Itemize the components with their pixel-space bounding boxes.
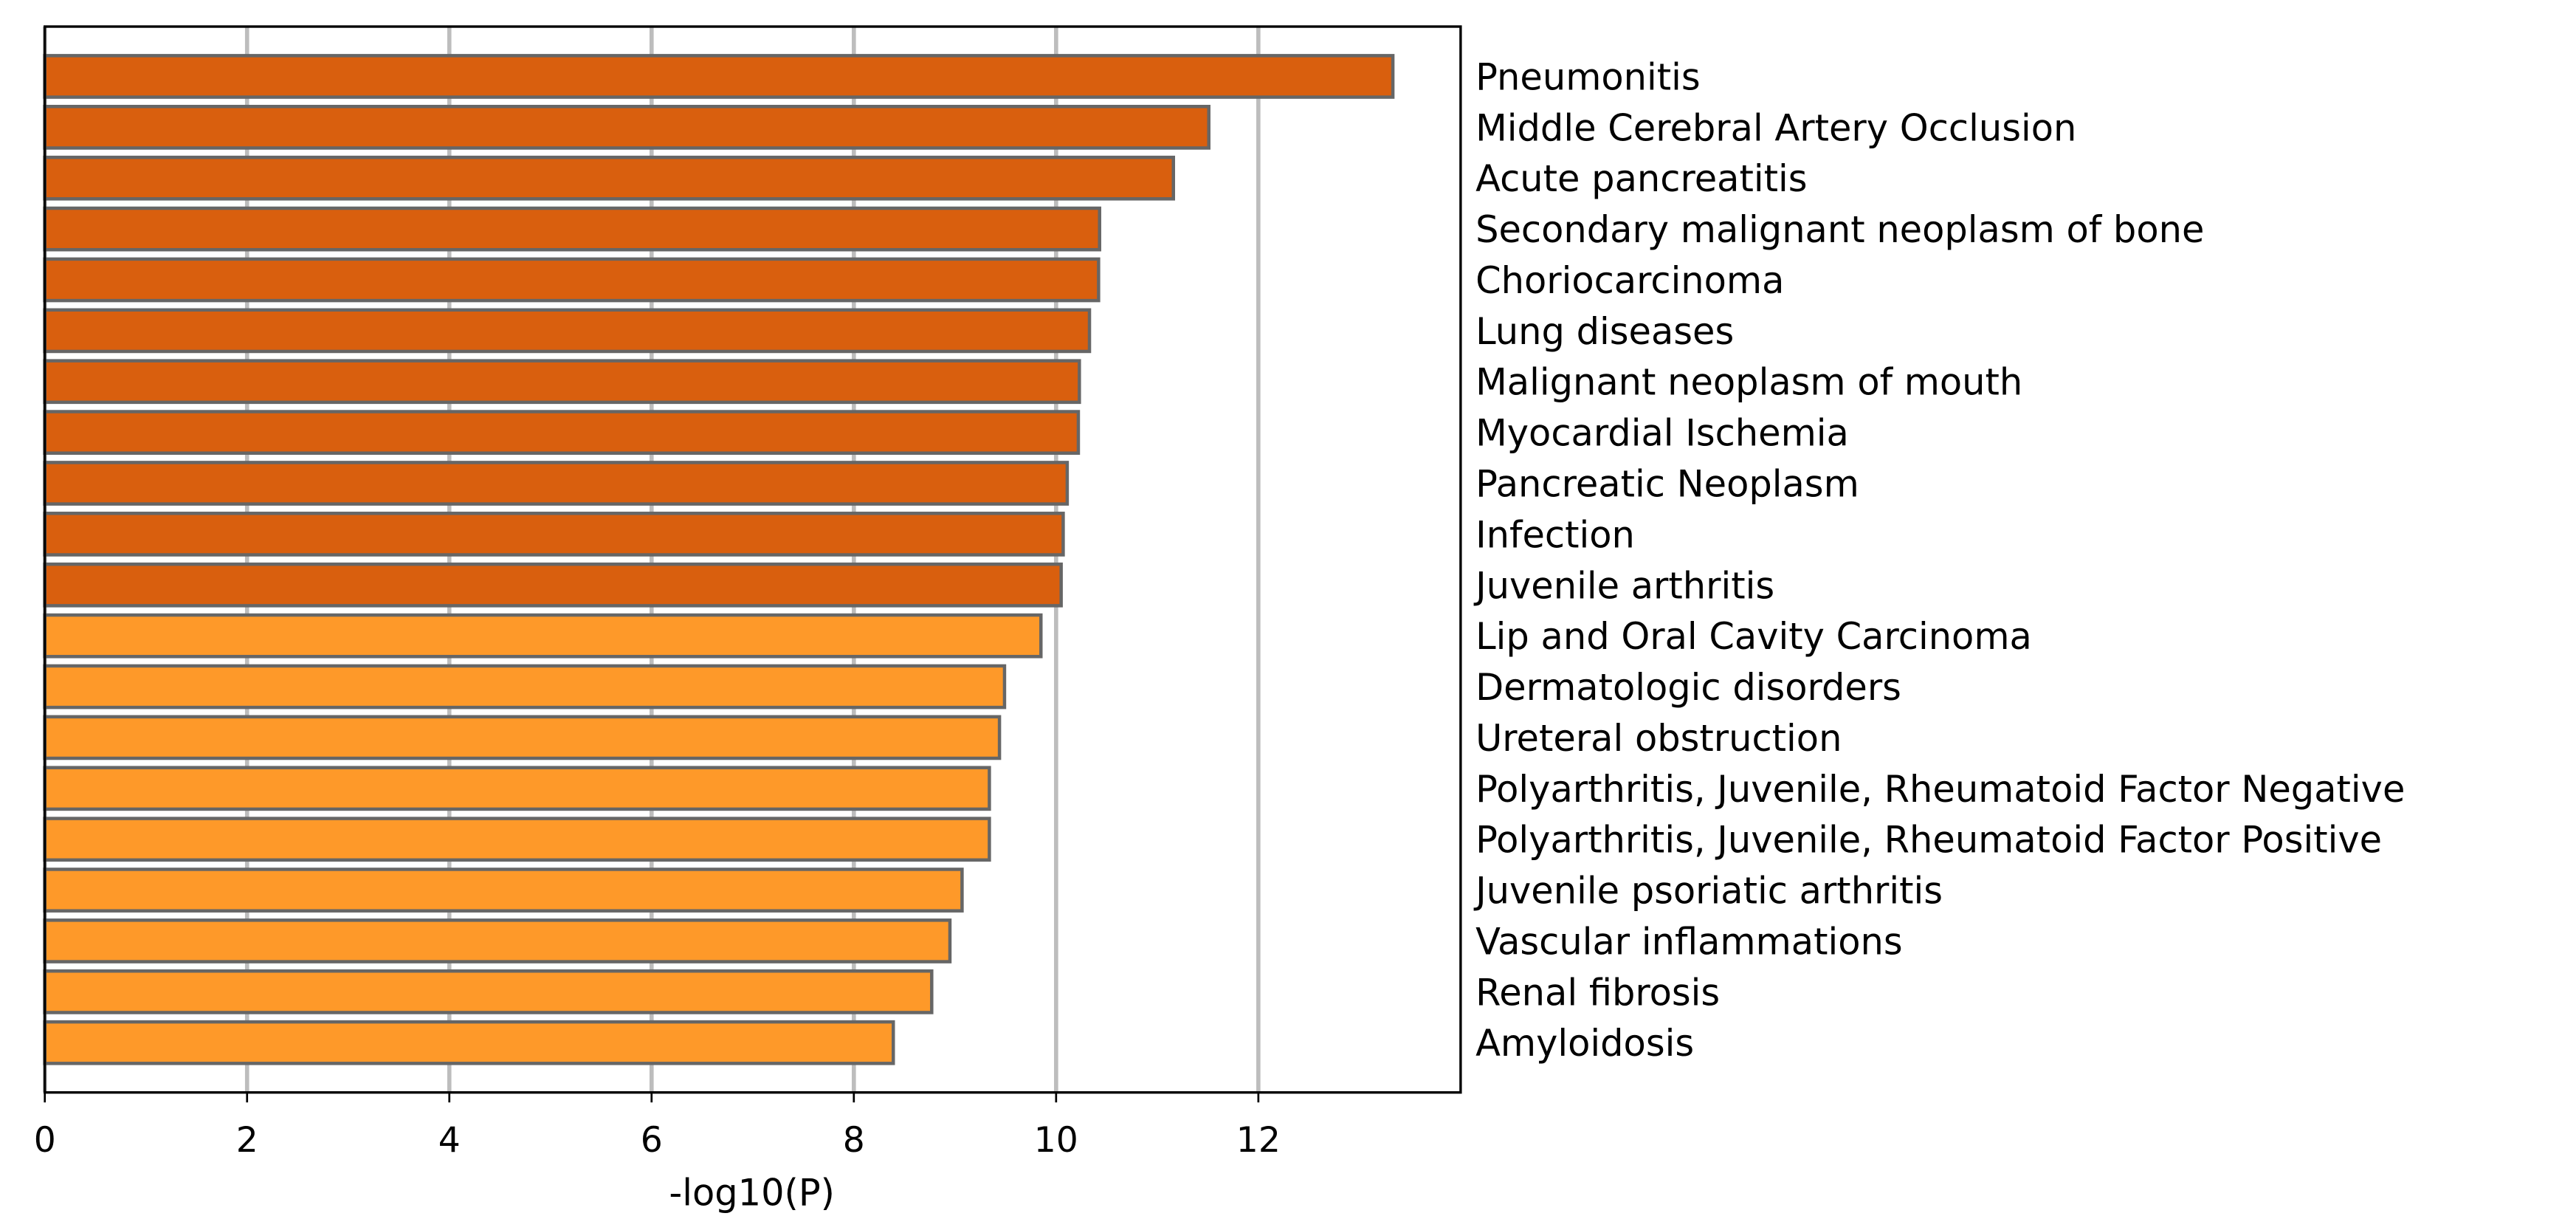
x-tick-label: 10: [1034, 1120, 1078, 1161]
bar: [43, 613, 1043, 659]
category-label: Ureteral obstruction: [1475, 717, 1842, 760]
bar: [43, 155, 1176, 201]
category-label: Acute pancreatitis: [1475, 157, 1807, 200]
category-label: Middle Cerebral Artery Occlusion: [1475, 106, 2076, 149]
category-label: Lung diseases: [1475, 310, 1734, 353]
bar: [43, 664, 1007, 710]
category-label: Choriocarcinoma: [1475, 259, 1784, 302]
bar: [43, 868, 964, 913]
plot-frame: [44, 25, 1462, 1094]
category-label: Myocardial Ischemia: [1475, 412, 1849, 455]
category-label: Malignant neoplasm of mouth: [1475, 361, 2022, 404]
bar: [43, 257, 1101, 303]
bar: [43, 562, 1063, 608]
bar: [43, 461, 1070, 506]
bar: [43, 969, 934, 1014]
category-label: Amyloidosis: [1475, 1022, 1694, 1065]
bar: [43, 817, 991, 862]
category-label: Lip and Oral Cavity Carcinoma: [1475, 615, 2032, 658]
x-tick-label: 6: [641, 1120, 663, 1161]
bar: [43, 512, 1065, 557]
x-tick-label: 12: [1236, 1120, 1281, 1161]
bar: [43, 410, 1081, 455]
category-label: Polyarthritis, Juvenile, Rheumatoid Fact…: [1475, 819, 2382, 862]
x-tick-label: 0: [34, 1120, 56, 1161]
bar: [43, 918, 952, 963]
bar: [43, 715, 1002, 760]
category-label: Juvenile arthritis: [1473, 564, 1774, 607]
category-label: Renal fibrosis: [1475, 971, 1720, 1014]
category-label: Pneumonitis: [1475, 55, 1701, 98]
category-label: Pancreatic Neoplasm: [1475, 463, 1859, 506]
x-tick-label: 8: [843, 1120, 865, 1161]
category-label: Dermatologic disorders: [1475, 666, 1901, 709]
bar: [43, 1020, 895, 1065]
bar: [43, 206, 1101, 252]
x-tick-label: 4: [438, 1120, 461, 1161]
bar: [43, 308, 1092, 354]
category-label: Vascular inflammations: [1475, 920, 1903, 963]
category-label: Secondary malignant neoplasm of bone: [1475, 208, 2204, 251]
category-label: Juvenile psoriatic arthritis: [1473, 870, 1943, 913]
bar: [43, 54, 1395, 99]
x-axis-label: -log10(P): [669, 1172, 835, 1215]
x-tick-label: 2: [236, 1120, 258, 1161]
category-label: Polyarthritis, Juvenile, Rheumatoid Fact…: [1475, 768, 2405, 811]
bar: [43, 766, 991, 811]
category-label: Infection: [1475, 513, 1635, 556]
bar: [43, 104, 1210, 150]
bar: [43, 359, 1081, 405]
